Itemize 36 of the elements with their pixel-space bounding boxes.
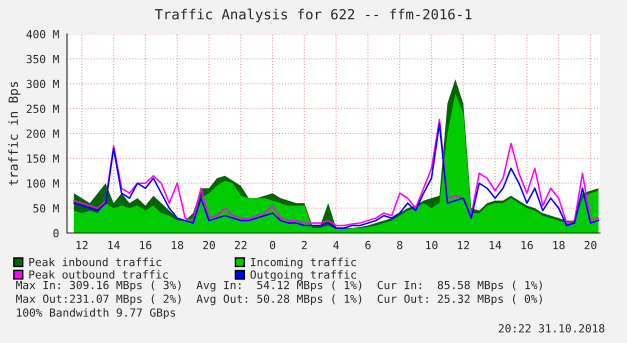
- x-tick-label: 16: [522, 240, 533, 250]
- x-tick-label: 14: [490, 241, 502, 250]
- y-tick-label: 350 M: [26, 54, 59, 64]
- legend-label: Incoming traffic: [250, 258, 356, 268]
- x-tick-label: 14: [108, 241, 120, 250]
- y-tick-label: 100 M: [27, 179, 59, 188]
- text: Max Out:231.07 MBps ( 2%) Avg Out: 50.28 MBps ( 1%) Cur Out: 25.32 MBps ( 0%): [16, 294, 542, 306]
- text: 100% Bandwidth 9.77 GBps: [17, 308, 176, 319]
- x-tick-label: 22: [234, 240, 247, 250]
- y-tick-label: 300 M: [26, 80, 59, 88]
- text: 20:22 31.10.2018: [498, 324, 604, 333]
- y-tick-label: 0: [53, 229, 59, 238]
- x-tick-label: 18: [172, 240, 184, 250]
- x-tick-label: 4: [333, 241, 339, 250]
- y-tick-label: 150 M: [27, 154, 59, 163]
- legend-label: Outgoing traffic: [250, 270, 356, 282]
- x-tick-label: 10: [426, 240, 438, 250]
- x-tick-label: 0: [270, 240, 276, 250]
- x-tick-label: 20: [584, 240, 596, 250]
- y-axis-title: traffic in Bps: [8, 82, 20, 186]
- y-tick-label: 400 M: [26, 30, 59, 38]
- x-tick-label: 18: [553, 240, 565, 250]
- y-tick-label: 200 M: [26, 130, 59, 138]
- x-tick-label: 8: [397, 240, 402, 250]
- x-tick-label: 6: [365, 240, 371, 250]
- x-tick-label: 16: [140, 240, 152, 250]
- x-tick-label: 12: [76, 240, 88, 250]
- chart-title: Traffic Analysis for 622 -- ffm-2016-1: [154, 8, 472, 22]
- x-tick-label: 20: [203, 240, 215, 250]
- y-tick-label: 250 M: [26, 104, 59, 114]
- x-tick-label: 12: [458, 240, 470, 250]
- legend-label: Peak inbound traffic: [29, 258, 162, 266]
- y-tick-label: 50 M: [33, 204, 59, 213]
- legend-label: Peak outbound traffic: [29, 270, 168, 279]
- x-tick-label: 2: [302, 240, 307, 250]
- text: Max In: 309.16 MBps ( 3%) Avg In: 54.12 MBps ( 1%) Cur In: 85.58 MBps ( 1%): [16, 280, 542, 292]
